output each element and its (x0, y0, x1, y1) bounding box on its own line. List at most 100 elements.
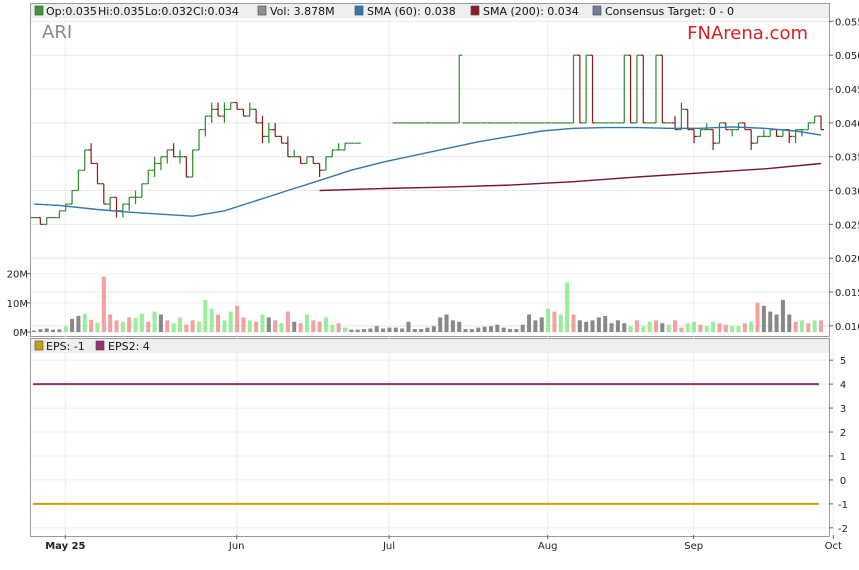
volume-bar (692, 321, 697, 332)
price-candle (684, 108, 691, 131)
price-candle (176, 149, 183, 164)
volume-bar (171, 323, 176, 332)
brand-logo: FNArena.com (687, 23, 808, 44)
price-candles (31, 54, 824, 225)
price-candle (640, 54, 647, 124)
volume-bar (673, 320, 678, 332)
volume-bar (127, 317, 132, 332)
legend-eps-swatch (34, 340, 44, 351)
price-candle (341, 142, 348, 151)
price-candle (138, 183, 145, 198)
volume-bar (679, 327, 684, 332)
eps-axis: 5 4 3 2 1 0 -1 -2 (829, 356, 848, 535)
volume-bar (482, 326, 487, 332)
volume-bar (488, 326, 493, 332)
volume-bar (736, 326, 741, 332)
volume-bar (723, 324, 728, 332)
legend-sma200: SMA (200): 0.034 (483, 5, 579, 18)
volume-bar (520, 324, 525, 332)
price-tick-label: 0.010 (835, 322, 859, 333)
volume-bar (584, 321, 589, 332)
price-candle (157, 156, 164, 171)
price-candle (246, 102, 253, 117)
volume-bar (704, 326, 709, 332)
volume-bar (101, 276, 106, 332)
volume-bar (653, 320, 658, 332)
volume-bar (533, 320, 538, 332)
price-candle (170, 143, 177, 158)
price-candle (189, 149, 196, 178)
volume-bar (374, 326, 379, 332)
legend-sma60-swatch (354, 5, 364, 16)
eps-legend-box (31, 339, 829, 353)
volume-bar (647, 321, 652, 332)
volume-bar (628, 326, 633, 332)
volume-bar (158, 314, 163, 332)
price-tick-label: 0.055 (835, 17, 859, 28)
volume-bar (514, 329, 519, 332)
date-tick-label: Jun (228, 541, 245, 552)
price-candle (659, 54, 666, 124)
legend-consensus: Consensus Target: 0 - 0 (605, 5, 734, 18)
volume-bars (32, 276, 823, 332)
eps-panel (30, 338, 830, 537)
price-candle (43, 216, 50, 225)
legend-consensus-swatch (592, 5, 602, 16)
price-candle (94, 162, 101, 185)
volume-bar (666, 324, 671, 332)
price-candle (183, 156, 190, 178)
legend-vol-swatch (257, 5, 267, 16)
volume-bar (184, 324, 189, 332)
price-candle (278, 135, 285, 144)
sma60-line (33, 126, 822, 217)
eps-tick-label: -1 (838, 500, 848, 511)
volume-bar (197, 321, 202, 332)
legend-box (31, 4, 829, 18)
price-candle (576, 54, 583, 124)
volume-bar (203, 299, 208, 332)
volume-bar (476, 327, 481, 332)
volume-bar (558, 314, 563, 332)
volume-bar (177, 317, 182, 332)
price-candle (716, 122, 723, 144)
price-candle (589, 54, 596, 124)
price-candle (760, 129, 767, 138)
volume-bar (768, 311, 773, 332)
legend-vol: Vol: 3.878M (270, 5, 335, 18)
price-axis: 0.055 0.050 0.045 0.040 0.035 0.030 0.025 0.020… (829, 17, 859, 333)
price-candle (710, 129, 717, 150)
legend-sma60: SMA (60): 0.038 (367, 5, 456, 18)
volume-bar (742, 323, 747, 332)
price-candle (259, 116, 266, 144)
volume-bar (457, 321, 462, 332)
price-candle (691, 129, 698, 144)
price-tick-label: 0.025 (835, 220, 859, 231)
volume-bar (235, 305, 240, 332)
volume-bar (685, 323, 690, 332)
volume-bar (761, 305, 766, 332)
volume-bar (577, 320, 582, 332)
volume-bar (660, 323, 665, 332)
price-tick-label: 0.015 (835, 288, 859, 299)
price-candle (735, 122, 742, 131)
volume-bar (260, 314, 265, 332)
price-candle (62, 203, 69, 212)
volume-bar (780, 299, 785, 332)
volume-bar (247, 320, 252, 332)
price-candle (303, 156, 310, 165)
volume-bar (539, 317, 544, 332)
eps-tick-label: 0 (840, 476, 846, 487)
volume-bar (120, 321, 125, 332)
volume-bar (311, 320, 316, 332)
price-candle (88, 143, 95, 165)
volume-bar (641, 326, 646, 332)
volume-bar (108, 314, 113, 332)
price-gridlines (31, 20, 829, 327)
volume-bar (400, 328, 405, 332)
price-candle (253, 108, 260, 124)
price-candle (678, 102, 685, 131)
volume-bar (812, 320, 817, 332)
volume-bar (425, 327, 430, 332)
volume-bar (711, 321, 716, 332)
volume-bar (590, 320, 595, 332)
